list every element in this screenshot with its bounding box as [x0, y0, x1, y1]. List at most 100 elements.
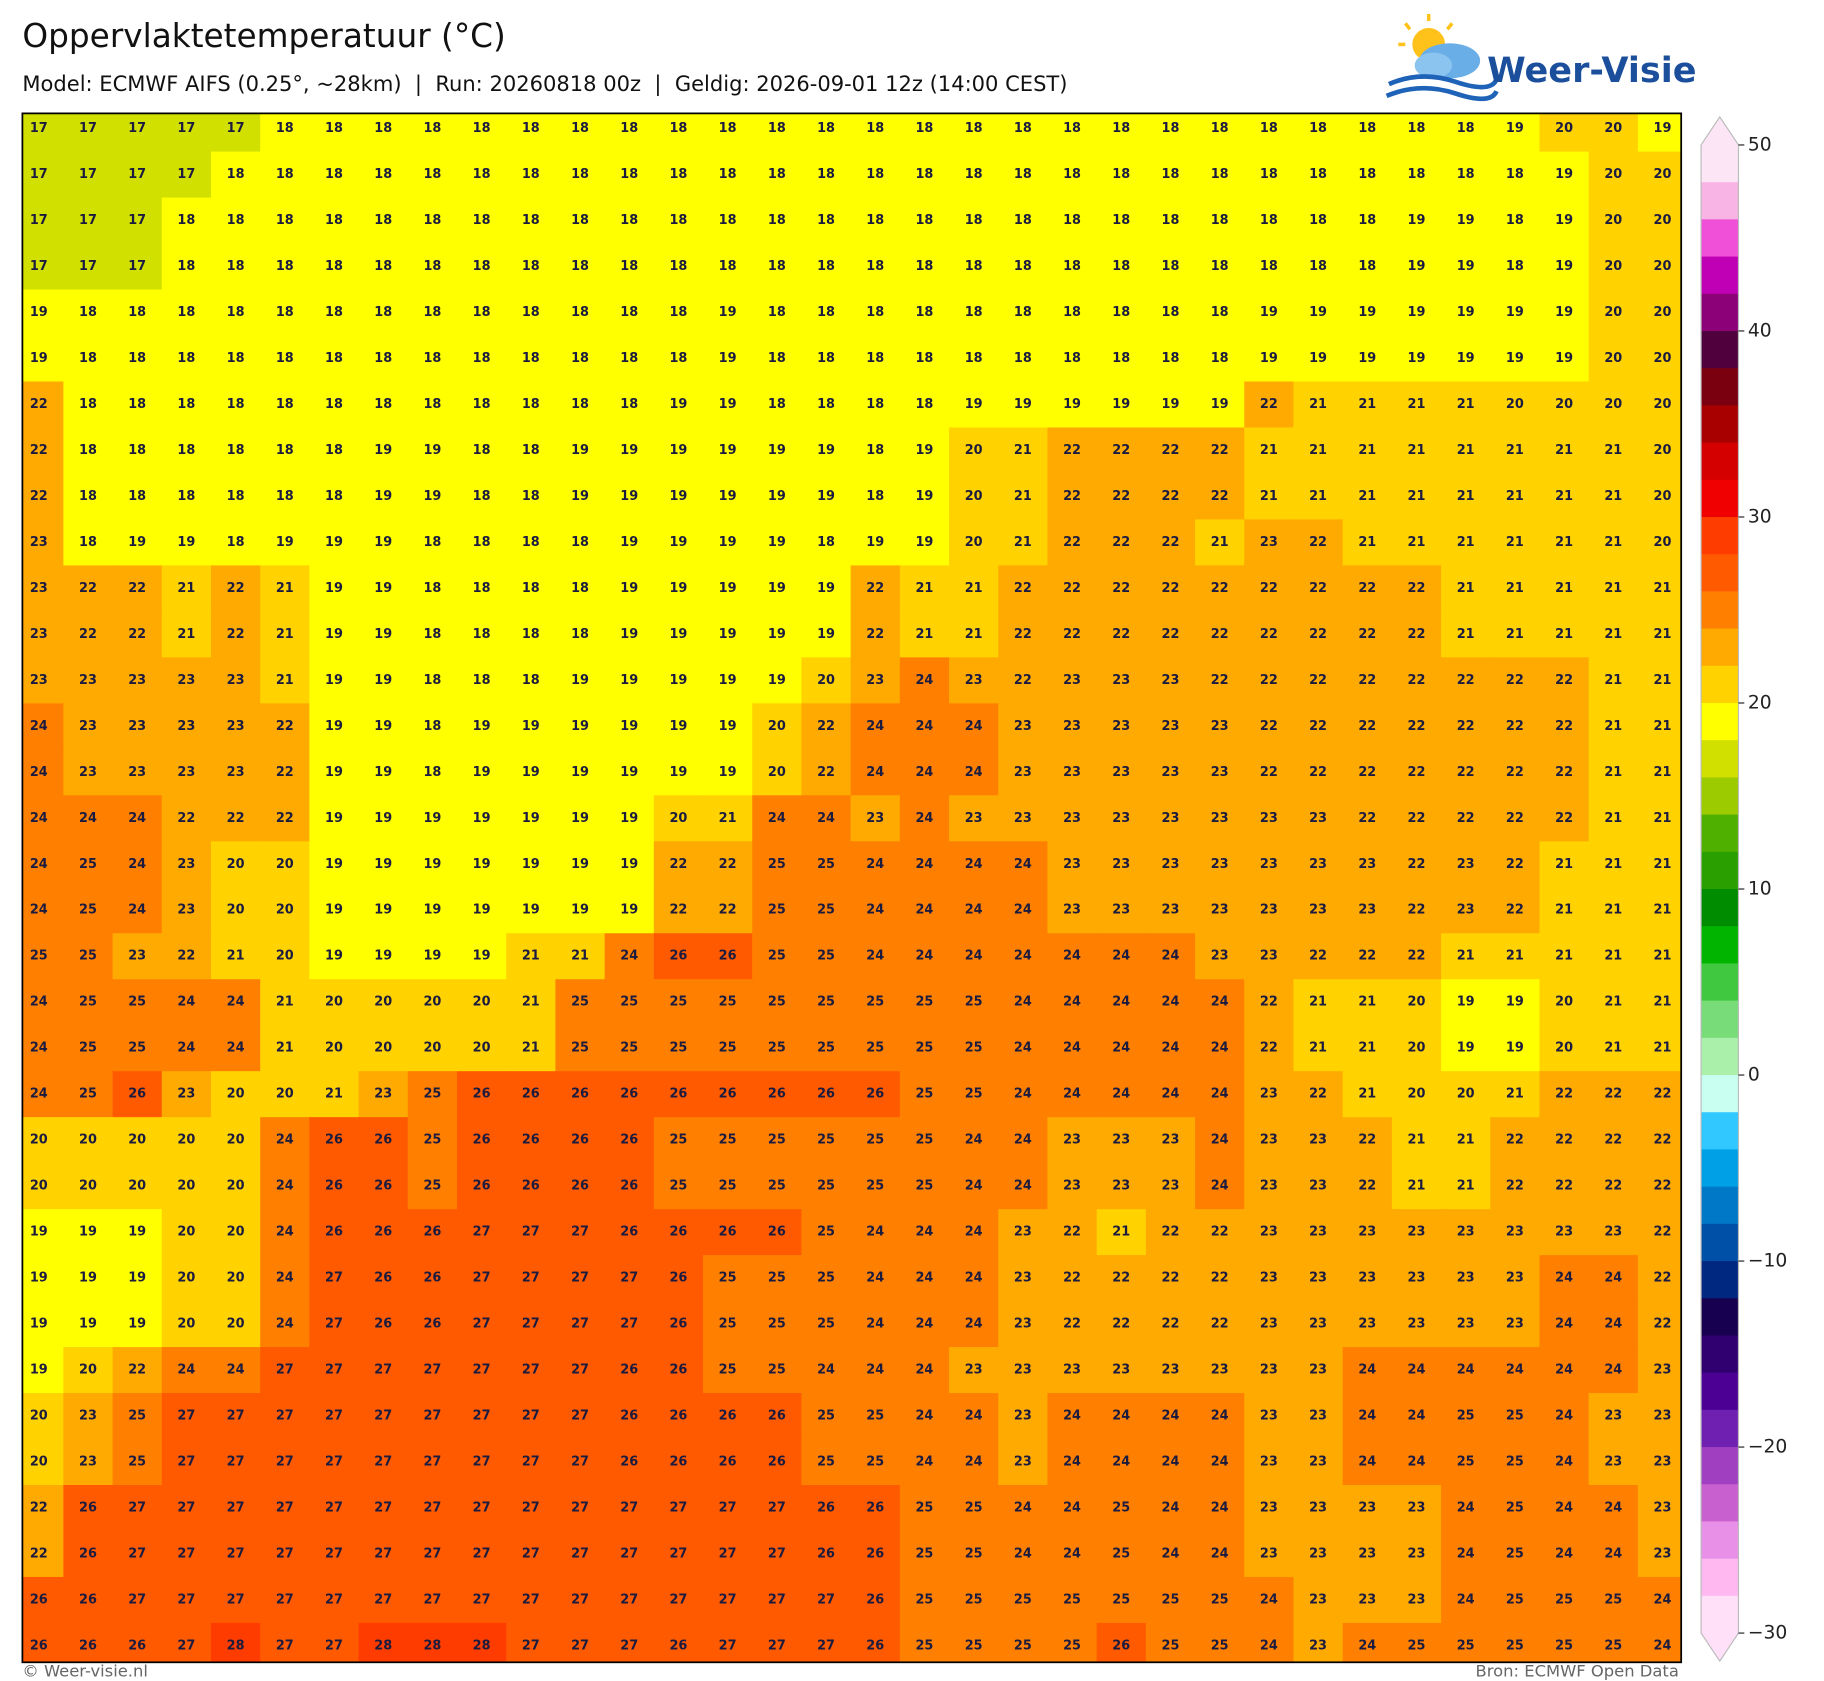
- field-cell: [22, 381, 65, 429]
- grid-value: 27: [177, 1500, 195, 1515]
- field-cell: [1244, 703, 1295, 751]
- grid-value: 18: [620, 397, 638, 412]
- field-cell: [949, 1117, 999, 1164]
- grid-value: 20: [227, 857, 245, 872]
- field-cell: [998, 1622, 1049, 1663]
- grid-value: 17: [128, 121, 146, 136]
- grid-value: 24: [866, 903, 884, 918]
- field-cell: [1244, 289, 1295, 337]
- field-cell: [1441, 703, 1491, 751]
- field-cell: [210, 1393, 261, 1440]
- field-cell: [1391, 1301, 1442, 1348]
- field-cell: [456, 933, 507, 980]
- grid-value: 24: [276, 1133, 294, 1148]
- field-cell: [506, 1576, 557, 1624]
- grid-value: 19: [128, 1271, 146, 1286]
- field-cell: [358, 1622, 409, 1663]
- field-cell: [456, 1163, 507, 1210]
- field-cell: [63, 1163, 114, 1210]
- grid-value: 18: [1309, 167, 1327, 182]
- field-cell: [1441, 197, 1491, 245]
- grid-value: 26: [669, 1225, 687, 1240]
- grid-value: 27: [473, 1455, 491, 1470]
- field-cell: [358, 113, 409, 153]
- field-cell: [1391, 1071, 1442, 1118]
- field-cell: [22, 1025, 65, 1072]
- field-cell: [1588, 1393, 1639, 1440]
- grid-value: 22: [1358, 811, 1376, 826]
- field-cell: [604, 1622, 655, 1663]
- field-cell: [1293, 473, 1344, 521]
- field-cell: [703, 1393, 753, 1440]
- colorbar-band: [1701, 554, 1739, 592]
- field-cell: [1539, 1117, 1590, 1164]
- field-cell: [22, 113, 65, 153]
- grid-value: 18: [866, 443, 884, 458]
- grid-value: 27: [177, 1455, 195, 1470]
- grid-value: 22: [1162, 581, 1180, 596]
- grid-value: 23: [1260, 1133, 1278, 1148]
- field-cell: [801, 381, 852, 429]
- grid-value: 22: [1260, 627, 1278, 642]
- field-cell: [949, 1209, 999, 1256]
- field-cell: [161, 151, 212, 199]
- grid-value: 25: [768, 1041, 786, 1056]
- field-cell: [604, 335, 655, 383]
- field-cell: [260, 1301, 311, 1348]
- field-cell: [801, 197, 852, 245]
- field-cell: [1047, 381, 1098, 429]
- grid-value: 20: [473, 995, 491, 1010]
- grid-value: 25: [915, 1041, 933, 1056]
- grid-value: 23: [1211, 1363, 1229, 1378]
- field-cell: [63, 197, 114, 245]
- grid-value: 21: [1457, 949, 1475, 964]
- field-cell: [1293, 795, 1344, 842]
- grid-value: 18: [719, 121, 737, 136]
- field-cell: [752, 1301, 803, 1348]
- field-cell: [456, 749, 507, 797]
- field-cell: [210, 151, 261, 199]
- field-cell: [456, 1117, 507, 1164]
- field-cell: [506, 1209, 557, 1256]
- grid-value: 19: [620, 811, 638, 826]
- grid-value: 24: [128, 903, 146, 918]
- grid-value: 18: [571, 397, 589, 412]
- field-cell: [801, 113, 852, 153]
- field-cell: [752, 565, 803, 613]
- field-cell: [1244, 841, 1295, 888]
- grid-value: 17: [30, 121, 48, 136]
- field-cell: [63, 1347, 114, 1394]
- grid-value: 24: [1555, 1455, 1573, 1470]
- grid-value: 27: [473, 1592, 491, 1607]
- field-cell: [949, 289, 999, 337]
- grid-value: 19: [473, 857, 491, 872]
- grid-value: 18: [768, 121, 786, 136]
- grid-value: 18: [915, 305, 933, 320]
- field-cell: [407, 1071, 458, 1118]
- grid-value: 24: [1408, 1363, 1426, 1378]
- grid-value: 18: [177, 305, 195, 320]
- grid-value: 22: [1309, 1087, 1327, 1102]
- grid-value: 22: [1211, 489, 1229, 504]
- grid-value: 22: [1457, 765, 1475, 780]
- field-cell: [998, 979, 1049, 1026]
- field-cell: [506, 1163, 557, 1210]
- colorbar-band: [1701, 1558, 1739, 1597]
- grid-value: 18: [473, 167, 491, 182]
- colorbar-band: [1701, 889, 1739, 927]
- credit: © Weer-visie.nl: [22, 1661, 148, 1680]
- field-cell: [801, 657, 852, 705]
- grid-value: 24: [1014, 1179, 1032, 1194]
- title: Oppervlaktetemperatuur (°C): [22, 17, 505, 55]
- grid-value: 22: [1555, 811, 1573, 826]
- grid-value: 18: [1211, 121, 1229, 136]
- grid-value: 27: [522, 1271, 540, 1286]
- field-cell: [555, 1622, 606, 1663]
- grid-value: 19: [1555, 213, 1573, 228]
- field-cell: [1342, 1255, 1393, 1302]
- grid-value: 27: [276, 1546, 294, 1561]
- field-cell: [1096, 1485, 1147, 1532]
- field-cell: [161, 335, 212, 383]
- field-cell: [1096, 657, 1147, 705]
